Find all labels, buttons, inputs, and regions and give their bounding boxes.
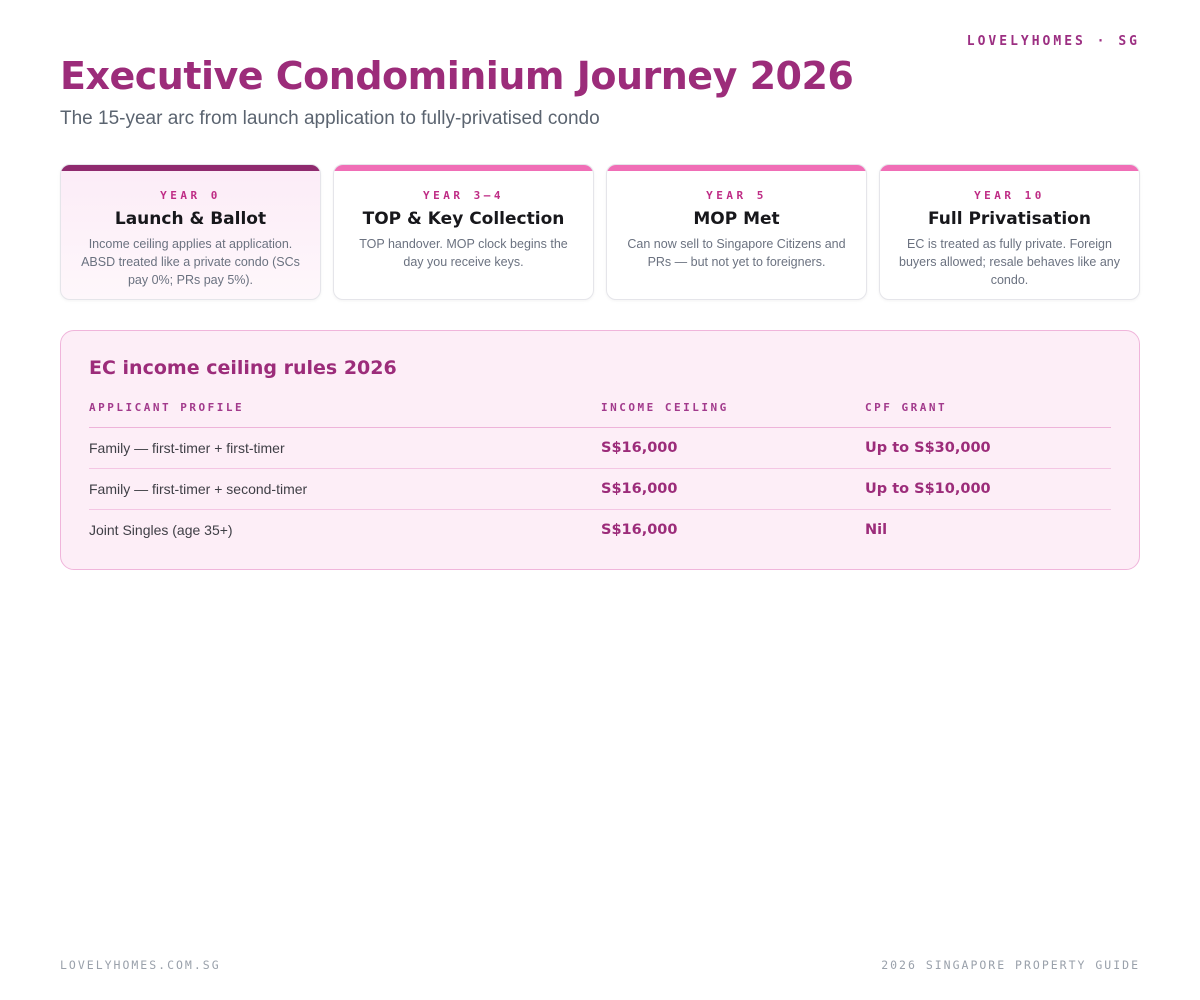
card-year-label: YEAR 5 bbox=[706, 189, 767, 202]
card-year-label: YEAR 10 bbox=[974, 189, 1045, 202]
brand-logo: LOVELYHOMES · SG bbox=[966, 34, 1140, 49]
card-accent-bar bbox=[607, 165, 866, 171]
card-description: Can now sell to Singapore Citizens and P… bbox=[627, 237, 846, 269]
page-header: Executive Condominium Journey 2026 The 1… bbox=[60, 54, 1140, 130]
cell-applicant-profile: Family — first-timer + second-timer bbox=[89, 481, 308, 497]
cell-applicant-profile: Joint Singles (age 35+) bbox=[89, 522, 233, 538]
page-title: Executive Condominium Journey 2026 bbox=[60, 54, 854, 98]
card-title: TOP & Key Collection bbox=[362, 209, 565, 229]
card-accent-bar bbox=[61, 165, 320, 171]
income-ceiling-table: APPLICANT PROFILE INCOME CEILING CPF GRA… bbox=[89, 401, 1111, 550]
timeline-card: YEAR 3–4 TOP & Key Collection TOP handov… bbox=[333, 164, 594, 300]
cell-applicant-profile: Family — first-timer + first-timer bbox=[89, 440, 285, 456]
timeline-card: YEAR 5 MOP Met Can now sell to Singapore… bbox=[606, 164, 867, 300]
card-accent-bar bbox=[880, 165, 1139, 171]
card-title: Full Privatisation bbox=[928, 209, 1091, 229]
card-description: Income ceiling applies at application. A… bbox=[81, 237, 300, 287]
timeline-card: YEAR 10 Full Privatisation EC is treated… bbox=[879, 164, 1140, 300]
column-header-applicant-profile: APPLICANT PROFILE bbox=[89, 401, 245, 414]
card-description: EC is treated as fully private. Foreign … bbox=[899, 237, 1120, 287]
cell-cpf-grant: Nil bbox=[865, 522, 888, 538]
table-row: Joint Singles (age 35+) S$16,000 Nil bbox=[89, 510, 1111, 550]
page-footer: LOVELYHOMES.COM.SG 2026 SINGAPORE PROPER… bbox=[60, 958, 1140, 972]
table-header-row: APPLICANT PROFILE INCOME CEILING CPF GRA… bbox=[89, 401, 1111, 428]
card-year-label: YEAR 3–4 bbox=[423, 189, 504, 202]
cell-income-ceiling: S$16,000 bbox=[601, 522, 678, 538]
card-accent-bar bbox=[334, 165, 593, 171]
panel-title: EC income ceiling rules 2026 bbox=[89, 357, 397, 379]
income-ceiling-panel: EC income ceiling rules 2026 APPLICANT P… bbox=[60, 330, 1140, 570]
cell-income-ceiling: S$16,000 bbox=[601, 440, 678, 456]
footer-right: 2026 SINGAPORE PROPERTY GUIDE bbox=[881, 958, 1140, 972]
card-year-label: YEAR 0 bbox=[160, 189, 221, 202]
table-body: Family — first-timer + first-timer S$16,… bbox=[89, 428, 1111, 550]
footer-left: LOVELYHOMES.COM.SG bbox=[60, 958, 221, 972]
cell-cpf-grant: Up to S$10,000 bbox=[865, 481, 991, 497]
page-subtitle: The 15-year arc from launch application … bbox=[60, 107, 600, 129]
column-header-income-ceiling: INCOME CEILING bbox=[601, 401, 729, 414]
table-row: Family — first-timer + first-timer S$16,… bbox=[89, 428, 1111, 469]
card-title: MOP Met bbox=[693, 209, 780, 229]
card-description: TOP handover. MOP clock begins the day y… bbox=[359, 237, 568, 269]
card-title: Launch & Ballot bbox=[114, 209, 267, 229]
timeline-cards: YEAR 0 Launch & Ballot Income ceiling ap… bbox=[60, 164, 1140, 300]
column-header-cpf-grant: CPF GRANT bbox=[865, 401, 948, 414]
cell-cpf-grant: Up to S$30,000 bbox=[865, 440, 991, 456]
table-row: Family — first-timer + second-timer S$16… bbox=[89, 469, 1111, 510]
timeline-card: YEAR 0 Launch & Ballot Income ceiling ap… bbox=[60, 164, 321, 300]
cell-income-ceiling: S$16,000 bbox=[601, 481, 678, 497]
